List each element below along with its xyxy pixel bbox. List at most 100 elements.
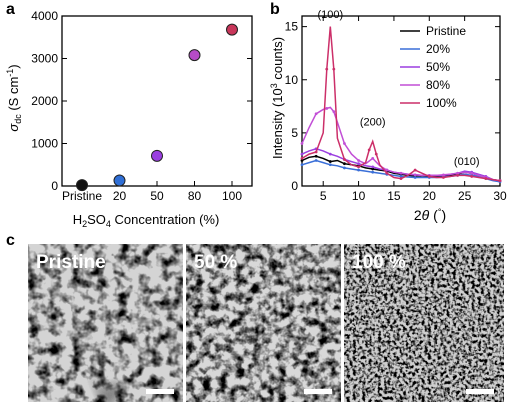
chart-a-ylabel: σdc (S cm-1)	[5, 64, 23, 131]
legend-label: 20%	[426, 42, 450, 56]
series-point	[371, 165, 375, 169]
micrograph-100-texture	[344, 244, 504, 402]
series-point	[343, 142, 346, 145]
series-point	[374, 152, 378, 156]
x-tick-label: 50	[150, 189, 164, 203]
series-point	[470, 175, 474, 178]
series-point	[357, 159, 360, 162]
micrograph-100: 100 %	[344, 244, 504, 402]
data-point	[113, 174, 126, 187]
series-point	[325, 67, 329, 71]
scale-bar	[304, 389, 332, 394]
peak-annotation: (100)	[317, 9, 343, 21]
series-point	[456, 173, 459, 177]
data-point	[151, 149, 163, 162]
x-tick-label: 30	[493, 189, 507, 203]
y-tick-label: 1000	[31, 137, 58, 151]
series-point	[343, 162, 346, 166]
series-point	[385, 171, 389, 175]
series-point	[332, 110, 336, 114]
series-point	[357, 162, 360, 166]
series-point	[371, 170, 375, 174]
series-point	[314, 159, 318, 162]
legend-label: 50%	[426, 60, 450, 74]
chart-a-marks	[76, 23, 238, 192]
chart-b-xlabel: 2θ (°)	[414, 207, 446, 223]
legend-label: 80%	[426, 78, 450, 92]
series-point	[371, 167, 375, 171]
y-tick-label: 0	[291, 179, 298, 193]
x-tick-label: 10	[352, 189, 366, 203]
micrograph-label: Pristine	[36, 252, 106, 273]
y-tick-label: 2000	[31, 94, 58, 108]
x-tick-label: 25	[458, 189, 472, 203]
data-point	[188, 49, 201, 62]
micrograph-pristine: Pristine	[28, 244, 183, 402]
y-tick-label: 3000	[31, 52, 58, 66]
data-point	[76, 179, 88, 192]
chart-b-ylabel: Intensity (103 counts)	[269, 37, 285, 159]
series-point	[367, 148, 371, 152]
series-point	[357, 168, 360, 172]
x-tick-label: 5	[320, 189, 327, 203]
x-tick-label: 20	[113, 189, 127, 203]
x-tick-label: 100	[222, 189, 242, 203]
series-point	[300, 163, 304, 167]
chart-a-xlabel: H2SO4 Concentration (%)	[73, 212, 220, 229]
xrd-chart: 0 5 10 15 5 10 15 20 25 30 (100) (200) (010) Pristin…	[269, 9, 507, 223]
y-tick-label: 0	[51, 179, 58, 193]
series-point	[442, 173, 445, 177]
series-point	[442, 176, 445, 179]
series-point	[385, 168, 389, 172]
y-tick-label: 5	[291, 126, 298, 140]
x-tick-label: 15	[387, 189, 401, 203]
y-tick-label: 15	[285, 20, 299, 34]
series-point	[300, 152, 304, 156]
x-tick-label: 80	[188, 189, 202, 203]
data-point	[226, 23, 238, 36]
y-tick-label: 4000	[31, 9, 58, 23]
series-point	[427, 175, 431, 178]
series-point	[413, 173, 417, 177]
series-point	[343, 158, 346, 161]
micrograph-50-texture	[186, 244, 341, 402]
series-line	[301, 106, 501, 182]
micrograph-label: 50 %	[194, 252, 238, 273]
legend-label: 100%	[426, 96, 457, 110]
panel-label-b: b	[270, 1, 280, 18]
series-point	[413, 168, 417, 172]
chart-a-axes: 0 1000 2000 3000 4000 Pristine 20 50 80 100	[31, 9, 253, 203]
x-tick-label: Pristine	[62, 189, 102, 203]
panel-label-c: c	[6, 232, 15, 249]
series-point	[498, 179, 502, 183]
series-point	[328, 160, 332, 163]
conductivity-chart: 0 1000 2000 3000 4000 Pristine 20 50 80 100 H2SO4…	[5, 9, 253, 229]
series-point	[371, 156, 375, 160]
legend-label: Pristine	[426, 24, 466, 38]
series-point	[399, 171, 403, 175]
series-point	[470, 171, 474, 175]
micrograph-50: 50 %	[186, 244, 341, 402]
chart-b-marks	[300, 26, 502, 184]
micrograph-label: 100 %	[352, 252, 406, 273]
series-point	[300, 142, 304, 145]
x-tick-label: 20	[423, 189, 437, 203]
series-point	[300, 156, 304, 160]
series-point	[328, 163, 332, 167]
scale-bar	[466, 389, 494, 394]
scale-bar	[146, 389, 174, 394]
chart-b-axes: 0 5 10 15 5 10 15 20 25 30 (100) (200) (010)	[285, 9, 507, 203]
micrograph-pristine-texture	[28, 244, 183, 402]
series-point	[328, 152, 332, 156]
series-point	[399, 175, 403, 178]
series-point	[314, 150, 318, 154]
series-point	[314, 154, 318, 158]
series-point	[357, 165, 360, 169]
y-tick-label: 10	[285, 73, 299, 87]
plot-frame	[301, 15, 501, 187]
series-point	[332, 67, 336, 71]
series-point	[300, 159, 304, 162]
series-point	[343, 166, 346, 170]
peak-annotation: (200)	[360, 116, 386, 128]
peak-annotation: (010)	[454, 156, 480, 168]
